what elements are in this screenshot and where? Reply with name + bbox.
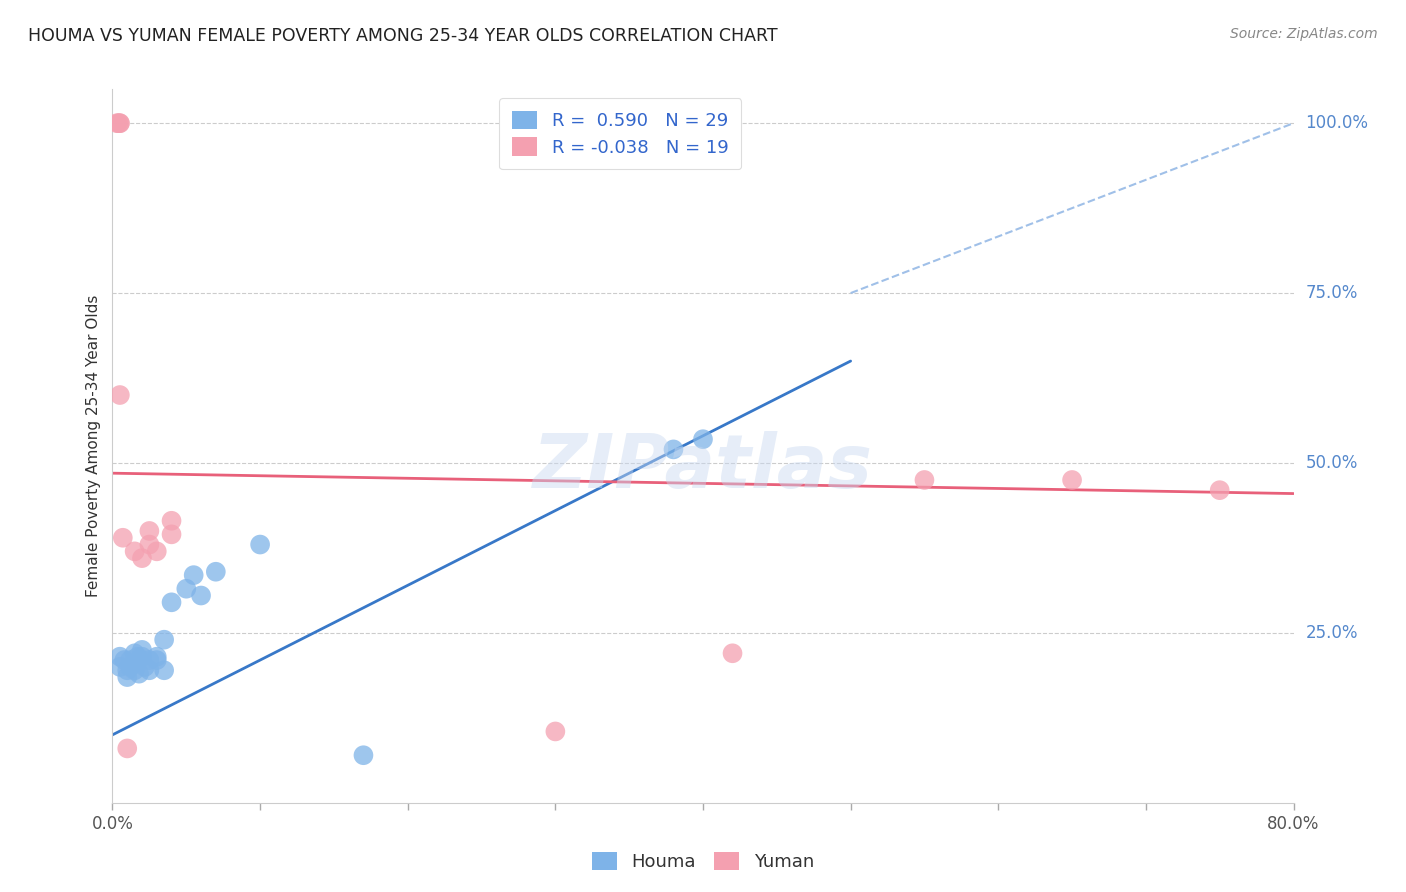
Point [117, 670, 138, 684]
Point [249, 537, 271, 551]
Point [183, 568, 205, 582]
Text: 25.0%: 25.0% [1305, 624, 1358, 642]
Point [108, 116, 131, 130]
Point [544, 724, 567, 739]
Legend: Houma, Yuman: Houma, Yuman [585, 845, 821, 879]
Point [160, 595, 183, 609]
Y-axis label: Female Poverty Among 25-34 Year Olds: Female Poverty Among 25-34 Year Olds [86, 295, 101, 597]
Point [124, 544, 146, 558]
Text: Source: ZipAtlas.com: Source: ZipAtlas.com [1230, 27, 1378, 41]
Point [205, 565, 228, 579]
Point [662, 442, 685, 457]
Point [108, 388, 131, 402]
Point [120, 660, 142, 674]
Point [1062, 473, 1084, 487]
Point [117, 663, 138, 677]
Point [131, 643, 153, 657]
Point [124, 646, 146, 660]
Point [153, 632, 176, 647]
Point [108, 116, 131, 130]
Point [352, 748, 374, 763]
Point [134, 660, 156, 674]
Point [692, 432, 714, 446]
Point [174, 582, 197, 596]
Point [160, 514, 183, 528]
Point [153, 663, 176, 677]
Point [1208, 483, 1232, 498]
Point [190, 589, 212, 603]
Legend: R =  0.590   N = 29, R = -0.038   N = 19: R = 0.590 N = 29, R = -0.038 N = 19 [499, 98, 741, 169]
Point [721, 646, 744, 660]
Point [111, 531, 134, 545]
Text: ZIPatlas: ZIPatlas [533, 431, 873, 504]
Point [108, 649, 131, 664]
Text: HOUMA VS YUMAN FEMALE POVERTY AMONG 25-34 YEAR OLDS CORRELATION CHART: HOUMA VS YUMAN FEMALE POVERTY AMONG 25-3… [28, 27, 778, 45]
Point [131, 551, 153, 566]
Text: 100.0%: 100.0% [1305, 114, 1368, 132]
Point [138, 524, 160, 538]
Point [127, 649, 149, 664]
Point [160, 527, 183, 541]
Point [128, 666, 150, 681]
Point [108, 660, 131, 674]
Point [131, 649, 153, 664]
Point [138, 537, 160, 551]
Point [107, 116, 129, 130]
Point [138, 653, 160, 667]
Point [120, 653, 142, 667]
Point [146, 544, 169, 558]
Text: 50.0%: 50.0% [1305, 454, 1358, 472]
Point [138, 663, 160, 677]
Point [914, 473, 936, 487]
Point [117, 741, 138, 756]
Point [112, 653, 135, 667]
Point [124, 663, 146, 677]
Point [146, 653, 169, 667]
Text: 75.0%: 75.0% [1305, 284, 1358, 302]
Point [146, 649, 169, 664]
Point [105, 116, 128, 130]
